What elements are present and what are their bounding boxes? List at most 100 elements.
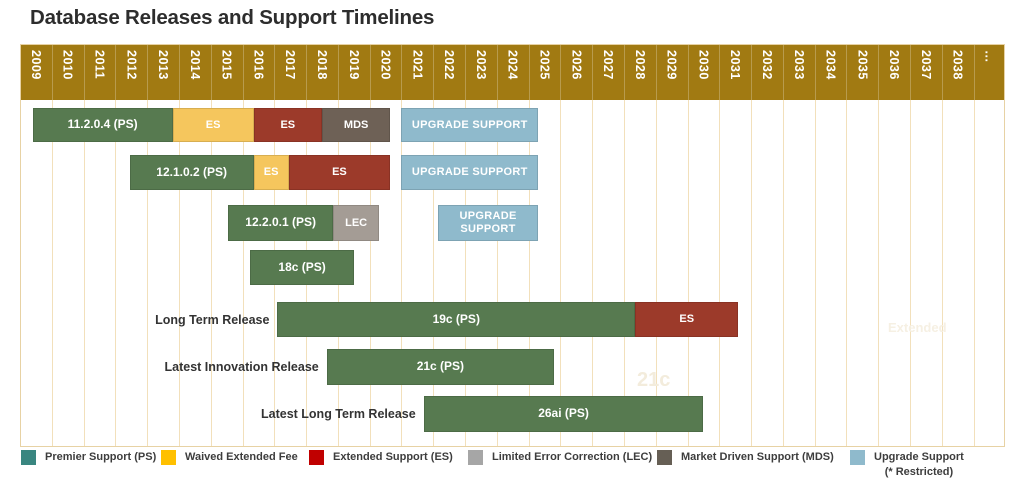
header-column-separator: [274, 44, 276, 100]
year-label-2023: 2023: [473, 50, 488, 80]
12.2.0.1-upgrade-bar: UPGRADE SUPPORT: [437, 205, 539, 241]
year-label-2027: 2027: [601, 50, 616, 80]
legend-label-premier: Premier Support (PS): [45, 451, 157, 463]
year-label-2013: 2013: [156, 50, 171, 80]
header-column-separator: [306, 44, 308, 100]
19c-extended-bar: ES: [635, 302, 739, 337]
19c-extended-bar-label: ES: [679, 313, 695, 326]
header-column-separator: [719, 44, 721, 100]
year-axis-overflow-label: …: [982, 50, 997, 63]
legend-item-premier: Premier Support (PS): [21, 450, 156, 465]
header-column-separator: [210, 44, 212, 100]
year-label-2015: 2015: [219, 50, 234, 80]
header-column-separator: [51, 44, 53, 100]
year-label-2010: 2010: [60, 50, 75, 80]
grid-line: [51, 100, 53, 447]
21c-premier-bar: 21c (PS): [326, 349, 554, 385]
12.1.0.2-extended-bar-label: ES: [332, 166, 347, 179]
18c-premier-bar-label: 18c (PS): [278, 259, 326, 274]
legend-label-waived: Waived Extended Fee: [185, 451, 298, 463]
grid-line: [941, 100, 943, 447]
grid-line: [878, 100, 880, 447]
26ai-premier-bar: 26ai (PS): [423, 396, 704, 432]
12.1.0.2-waived-bar: ES: [253, 155, 289, 190]
grid-line: [782, 100, 784, 447]
11.2.0.4-waived-bar-label: ES: [205, 118, 221, 131]
year-label-2036: 2036: [887, 50, 902, 80]
12.1.0.2-premier-bar: 12.1.0.2 (PS): [129, 155, 254, 190]
header-column-separator: [751, 44, 753, 100]
header-column-separator: [878, 44, 880, 100]
12.2.0.1-lec-bar: LEC: [333, 205, 380, 241]
19c-premier-bar-label: 19c (PS): [432, 311, 480, 326]
legend-item-waived: Waived Extended Fee: [161, 450, 298, 465]
12.2.0.1-premier-bar: 12.2.0.1 (PS): [228, 205, 334, 241]
legend-label-lec: Limited Error Correction (LEC): [492, 451, 653, 463]
12.2.0.1-upgrade-bar-label: UPGRADE SUPPORT: [459, 210, 517, 235]
legend-label-extended: Extended Support (ES): [333, 451, 453, 463]
header-column-separator: [465, 44, 467, 100]
year-label-2030: 2030: [696, 50, 711, 80]
header-column-separator: [687, 44, 689, 100]
12.1.0.2-waived-bar-label: ES: [263, 166, 279, 179]
grid-line: [242, 100, 244, 447]
legend-swatch-premier: [21, 450, 36, 465]
year-label-2034: 2034: [823, 50, 838, 80]
legend-item-upgrade: Upgrade Support (* Restricted): [850, 450, 964, 480]
header-column-separator: [846, 44, 848, 100]
19c-premier-bar: 19c (PS): [277, 302, 636, 337]
year-label-2029: 2029: [664, 50, 679, 80]
row-label-26ai: Latest Long Term Release: [261, 407, 416, 421]
year-label-2014: 2014: [187, 50, 202, 80]
11.2.0.4-premier-bar: 11.2.0.4 (PS): [32, 108, 173, 142]
legend-swatch-lec: [468, 450, 483, 465]
year-label-2019: 2019: [346, 50, 361, 80]
year-label-2024: 2024: [505, 50, 520, 80]
21c-premier-bar-label: 21c (PS): [416, 359, 465, 374]
header-column-separator: [623, 44, 625, 100]
18c-premier-bar: 18c (PS): [250, 250, 354, 285]
year-label-2018: 2018: [314, 50, 329, 80]
year-axis-header: 2009 2010 2011 2012 2013 2014 2015 2016 2017 2018…: [20, 44, 1006, 100]
year-label-2038: 2038: [950, 50, 965, 80]
year-label-2025: 2025: [537, 50, 552, 80]
header-column-separator: [496, 44, 498, 100]
11.2.0.4-mds-bar: MDS: [321, 108, 391, 142]
header-column-separator: [147, 44, 149, 100]
year-label-2017: 2017: [283, 50, 298, 80]
grid-line: [115, 100, 117, 447]
header-column-separator: [242, 44, 244, 100]
year-label-2032: 2032: [759, 50, 774, 80]
year-label-2028: 2028: [632, 50, 647, 80]
header-column-separator: [178, 44, 180, 100]
12.2.0.1-lec-bar-label: LEC: [345, 216, 368, 229]
legend-swatch-waived: [161, 450, 176, 465]
grid-line: [814, 100, 816, 447]
11.2.0.4-extended-bar: ES: [253, 108, 322, 142]
legend-label-mds: Market Driven Support (MDS): [681, 451, 834, 463]
grid-line: [846, 100, 848, 447]
legend-item-extended: Extended Support (ES): [309, 450, 453, 465]
year-label-2011: 2011: [92, 50, 107, 80]
grid-line: [178, 100, 180, 447]
header-column-separator: [655, 44, 657, 100]
row-label-19c: Long Term Release: [155, 312, 270, 327]
grid-line: [369, 100, 371, 447]
grid-line: [592, 100, 594, 447]
header-column-separator: [433, 44, 435, 100]
grid-line: [465, 100, 467, 447]
12.1.0.2-upgrade-bar: UPGRADE SUPPORT: [401, 155, 539, 190]
11.2.0.4-upgrade-bar: UPGRADE SUPPORT: [401, 108, 539, 142]
11.2.0.4-mds-bar-label: MDS: [343, 118, 369, 131]
grid-line: [433, 100, 435, 447]
12.1.0.2-upgrade-bar-label: UPGRADE SUPPORT: [411, 166, 528, 179]
11.2.0.4-waived-bar: ES: [172, 108, 254, 142]
12.1.0.2-premier-bar-label: 12.1.0.2 (PS): [156, 164, 227, 179]
header-column-separator: [592, 44, 594, 100]
header-column-separator: [83, 44, 85, 100]
year-label-2016: 2016: [251, 50, 266, 80]
header-column-separator: [115, 44, 117, 100]
header-column-separator: [337, 44, 339, 100]
header-column-separator: [528, 44, 530, 100]
header-column-separator: [941, 44, 943, 100]
